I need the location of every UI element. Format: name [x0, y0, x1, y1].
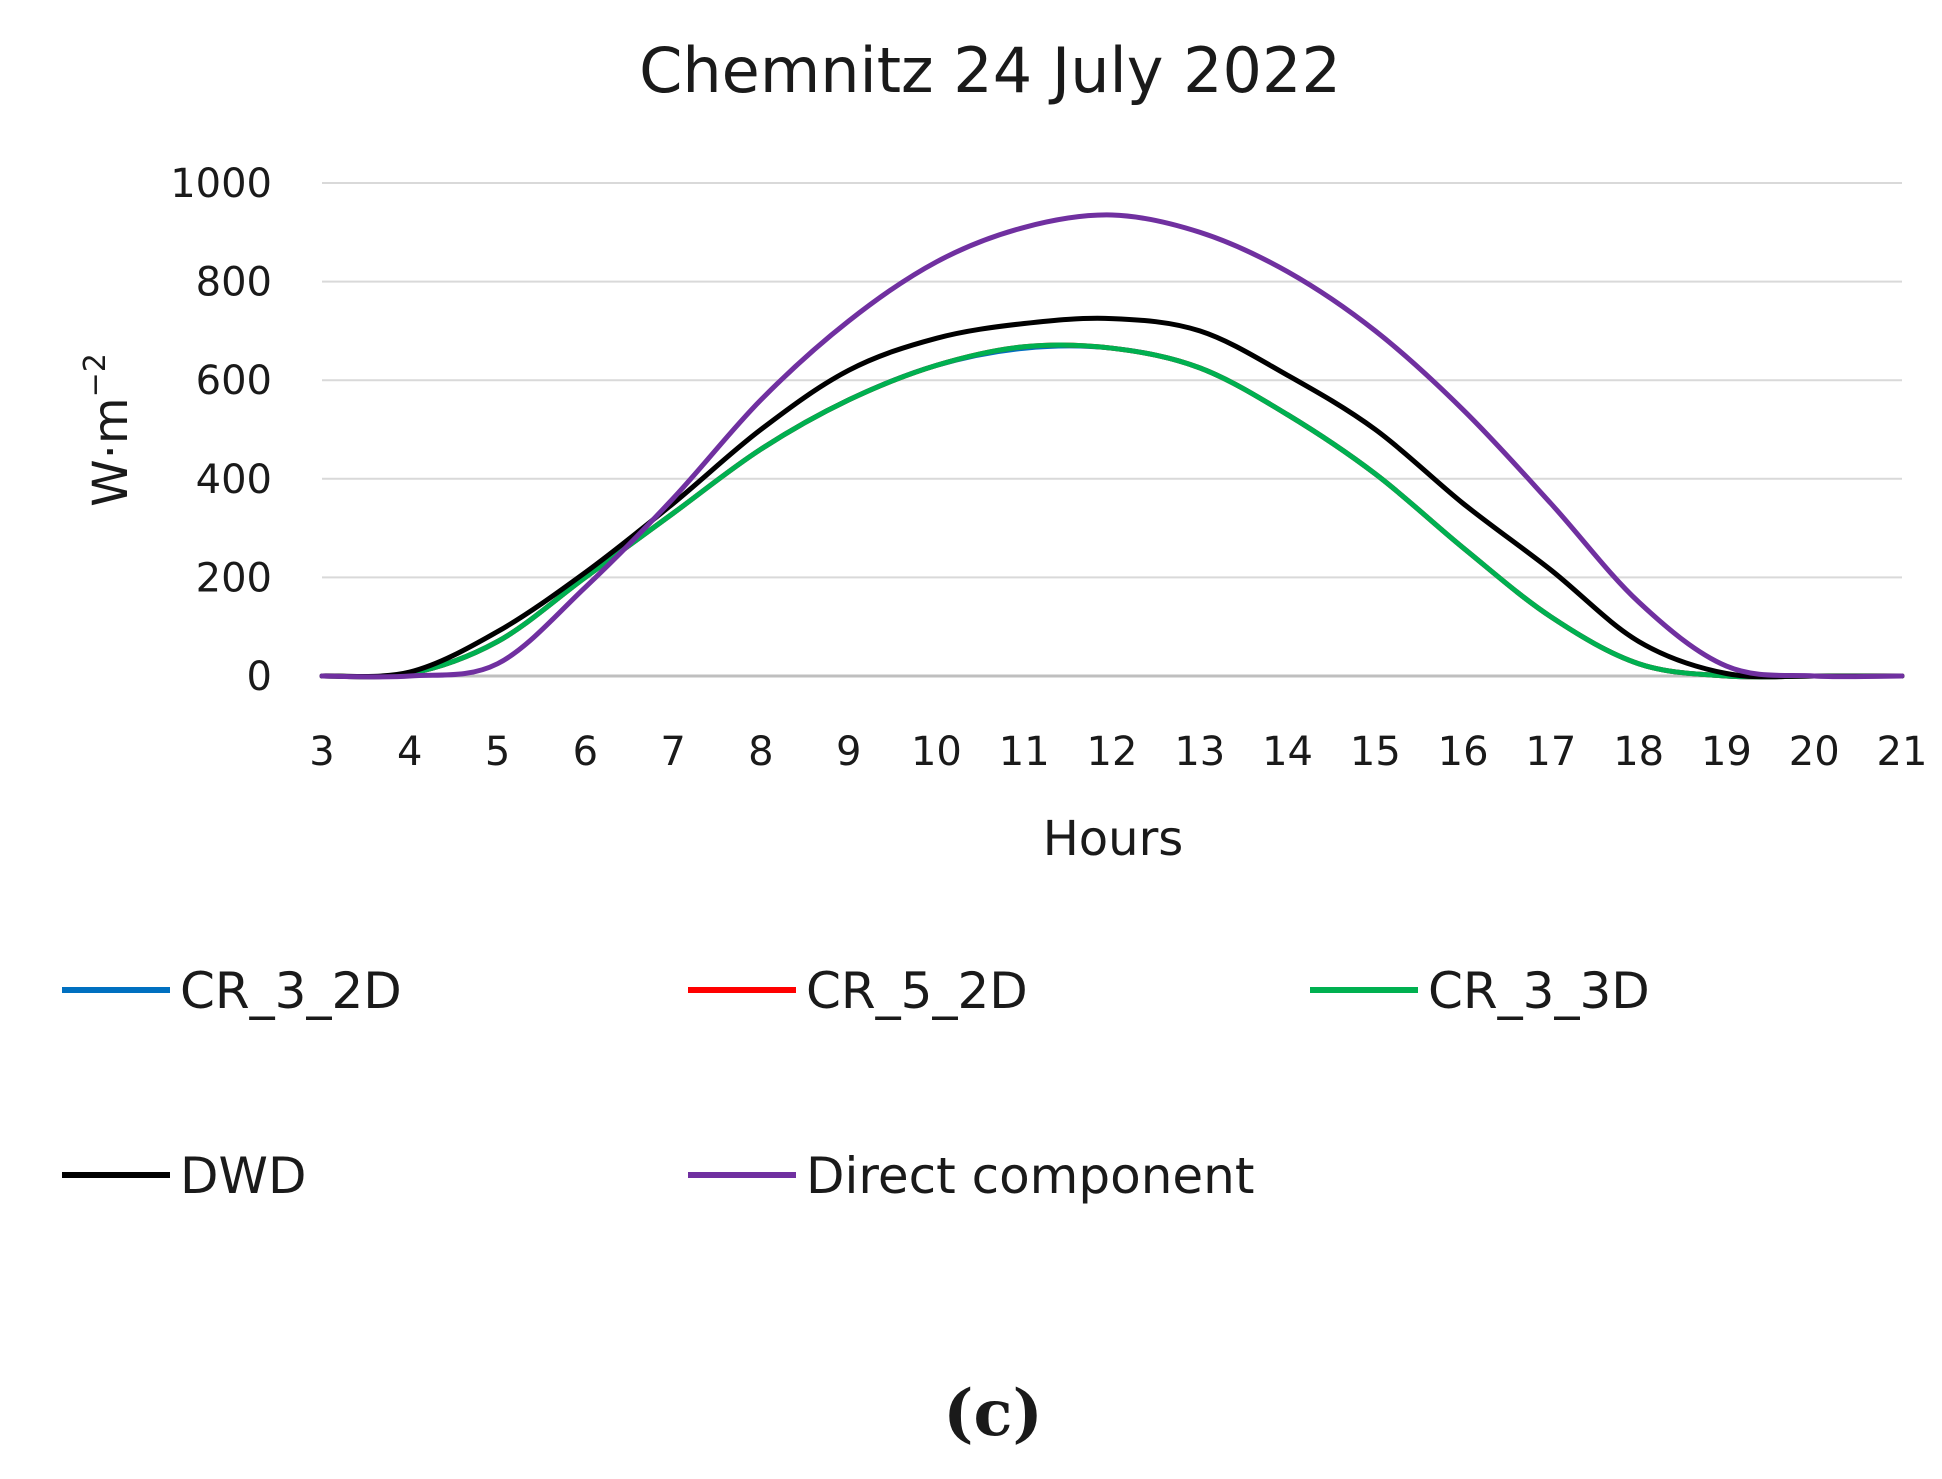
y-axis-label: W·m−2	[78, 353, 139, 507]
series-line-cr-3-3d	[319, 342, 1905, 680]
series-line-direct-component	[319, 212, 1905, 680]
y-tick-label: 200	[196, 555, 272, 601]
x-tick-label: 8	[748, 729, 773, 775]
x-tick-label: 15	[1350, 729, 1401, 775]
legend: CR_3_2D CR_5_2D CR_3_3D DWD Direct component	[62, 962, 1650, 1205]
legend-item-cr-3-3d: CR_3_3D	[1310, 962, 1650, 1020]
legend-item-cr-5-2d: CR_5_2D	[688, 962, 1028, 1020]
gridlines	[322, 182, 1902, 678]
x-tick-label: 17	[1525, 729, 1576, 775]
y-tick-label: 0	[247, 654, 272, 700]
x-tick-label: 6	[573, 729, 598, 775]
y-axis-ticks: 0 200 400 600 800 1000	[170, 161, 272, 700]
x-tick-label: 19	[1701, 729, 1752, 775]
y-tick-label: 800	[196, 260, 272, 306]
legend-item-dwd: DWD	[62, 1147, 306, 1205]
chart-title: Chemnitz 24 July 2022	[639, 34, 1341, 107]
panel-label: (c)	[943, 1376, 1043, 1451]
x-axis-label: Hours	[1043, 811, 1184, 867]
series-line-dwd	[319, 315, 1905, 680]
x-tick-label: 11	[999, 729, 1050, 775]
y-axis-label-exponent: −2	[78, 353, 113, 397]
y-tick-label: 600	[196, 358, 272, 404]
x-tick-label: 9	[836, 729, 861, 775]
y-tick-label: 400	[196, 457, 272, 503]
legend-label: CR_3_2D	[180, 962, 402, 1020]
x-tick-label: 7	[660, 729, 685, 775]
x-tick-label: 18	[1613, 729, 1664, 775]
x-tick-label: 10	[911, 729, 962, 775]
x-tick-label: 13	[1174, 729, 1225, 775]
series-lines	[319, 212, 1905, 680]
x-tick-label: 14	[1262, 729, 1313, 775]
x-tick-label: 12	[1087, 729, 1138, 775]
x-tick-label: 5	[485, 729, 510, 775]
x-axis-ticks: 3 4 5 6 7 8 9 10 11 12 13 14 15 16 17 18 19 20 21	[309, 729, 1927, 775]
y-axis-label-base: W·m	[83, 397, 139, 506]
x-tick-label: 4	[397, 729, 422, 775]
x-tick-label: 3	[309, 729, 334, 775]
legend-item-direct-component: Direct component	[688, 1147, 1254, 1205]
legend-label: Direct component	[806, 1147, 1254, 1205]
x-tick-label: 21	[1877, 729, 1928, 775]
legend-label: DWD	[180, 1147, 306, 1205]
legend-item-cr-3-2d: CR_3_2D	[62, 962, 402, 1020]
y-tick-label: 1000	[170, 161, 272, 207]
y-axis-label-group: W·m−2	[78, 353, 139, 507]
x-tick-label: 16	[1438, 729, 1489, 775]
legend-label: CR_3_3D	[1428, 962, 1650, 1020]
x-tick-label: 20	[1789, 729, 1840, 775]
legend-label: CR_5_2D	[806, 962, 1028, 1020]
